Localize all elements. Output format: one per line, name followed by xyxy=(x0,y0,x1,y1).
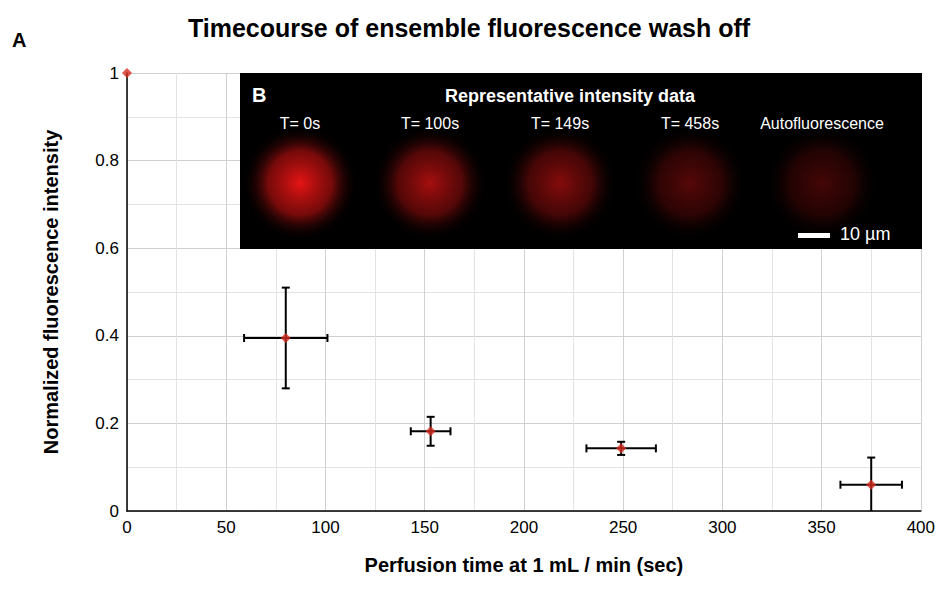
svg-text:T= 100s: T= 100s xyxy=(401,115,459,132)
svg-text:150: 150 xyxy=(410,518,438,537)
svg-text:Normalized fluorescence intens: Normalized fluorescence intensity xyxy=(40,129,62,454)
svg-text:0.6: 0.6 xyxy=(95,239,119,258)
svg-text:T= 458s: T= 458s xyxy=(661,115,719,132)
svg-text:300: 300 xyxy=(708,518,736,537)
svg-text:0.4: 0.4 xyxy=(95,326,119,345)
svg-text:10 µm: 10 µm xyxy=(840,224,890,244)
svg-text:Representative intensity data: Representative intensity data xyxy=(445,86,696,106)
svg-text:Autofluorescence: Autofluorescence xyxy=(760,115,884,132)
svg-text:1: 1 xyxy=(110,64,119,83)
svg-text:350: 350 xyxy=(807,518,835,537)
svg-text:Perfusion time at 1 mL / min (: Perfusion time at 1 mL / min (sec) xyxy=(365,554,684,576)
svg-text:T= 0s: T= 0s xyxy=(280,115,320,132)
svg-text:0: 0 xyxy=(122,518,131,537)
svg-text:A: A xyxy=(12,29,26,51)
svg-text:0: 0 xyxy=(110,502,119,521)
svg-text:T= 149s: T= 149s xyxy=(531,115,589,132)
svg-text:250: 250 xyxy=(609,518,637,537)
svg-text:B: B xyxy=(252,84,266,106)
svg-text:0.2: 0.2 xyxy=(95,414,119,433)
svg-text:200: 200 xyxy=(510,518,538,537)
svg-text:Timecourse of ensemble fluores: Timecourse of ensemble fluorescence wash… xyxy=(188,14,751,42)
svg-text:50: 50 xyxy=(217,518,236,537)
svg-text:100: 100 xyxy=(311,518,339,537)
svg-text:0.8: 0.8 xyxy=(95,151,119,170)
svg-text:400: 400 xyxy=(907,518,935,537)
